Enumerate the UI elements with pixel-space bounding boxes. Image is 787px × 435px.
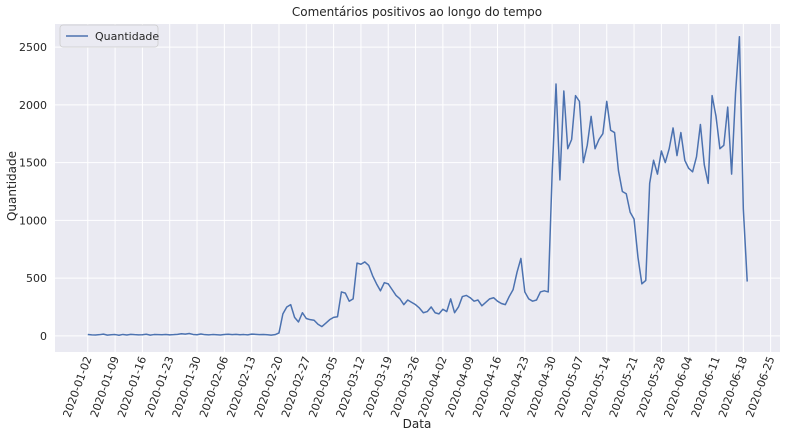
plot-background <box>55 24 780 352</box>
series-line-quantidade <box>87 35 748 336</box>
y-tick-label: 2500 <box>19 41 47 54</box>
y-tick-label: 0 <box>40 330 47 343</box>
y-tick-label: 1000 <box>19 214 47 227</box>
x-tick-label: 2020-06-25 <box>743 355 777 420</box>
x-axis-label: Data <box>403 417 432 431</box>
series-layer <box>87 35 748 336</box>
legend: Quantidade <box>59 24 159 48</box>
gridlines <box>55 24 780 352</box>
y-tick-label: 500 <box>26 272 47 285</box>
legend-label: Quantidade <box>95 30 159 43</box>
y-axis-label: Quantidade <box>5 151 19 221</box>
y-tick-label: 1500 <box>19 157 47 170</box>
x-tick-labels: 2020-01-022020-01-092020-01-162020-01-23… <box>61 355 778 420</box>
y-tick-labels: 0 500 1000 1500 2000 2500 <box>19 41 47 343</box>
chart-title: Comentários positivos ao longo do tempo <box>292 5 542 19</box>
legend-box <box>59 24 159 48</box>
y-tick-label: 2000 <box>19 99 47 112</box>
